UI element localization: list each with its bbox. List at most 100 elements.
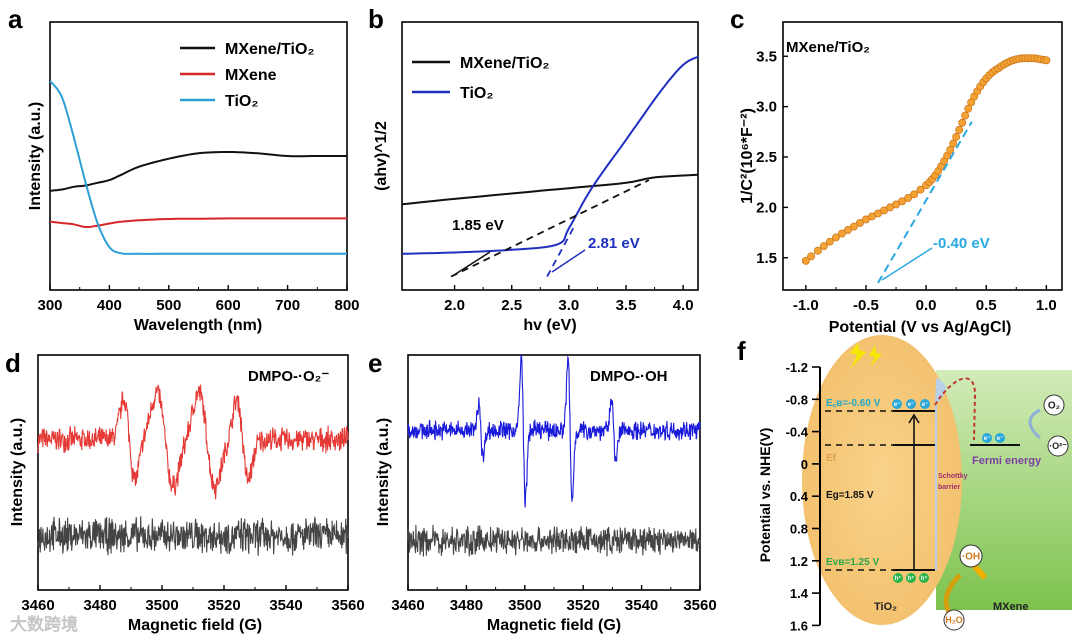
e-xtick-label: 3500	[508, 597, 541, 614]
f-ytick-label: -1.2	[786, 360, 808, 375]
f-electron	[906, 399, 916, 409]
c-data-point	[1042, 56, 1051, 65]
c-data-point	[961, 111, 970, 120]
f-hole-text: h⁺	[921, 575, 928, 582]
c-data-point	[916, 185, 925, 194]
f-ytick-label: 1.6	[790, 618, 808, 633]
f-ef-label: Ef	[826, 453, 837, 464]
a-xtick-label: 600	[216, 297, 241, 314]
c-data-point	[952, 132, 961, 141]
f-ytick-label: 1.2	[790, 554, 808, 569]
c-ylabel: 1/C²(10⁶*F⁻²)	[739, 108, 756, 204]
a-xtick-label: 500	[156, 297, 181, 314]
c-data-point	[856, 218, 864, 227]
c-data-point	[831, 233, 840, 242]
d-xtick-label: 3500	[145, 597, 178, 614]
b-series-line	[401, 55, 699, 255]
e-plot-frame	[407, 354, 701, 591]
d-spectrum-line	[37, 384, 349, 500]
d-label: DMPO-·O₂⁻	[248, 368, 329, 385]
f-electron	[920, 399, 930, 409]
a-xtick-label: 800	[334, 297, 359, 314]
c-data-point	[964, 104, 973, 113]
f-electron-transfer-arrow	[934, 377, 977, 441]
panel-letter-f: f	[737, 336, 746, 366]
e-xlabel: Magnetic field (G)	[487, 617, 621, 634]
c-annotation: -0.40 eV	[933, 235, 990, 252]
b-xtick-label: 2.0	[444, 297, 465, 314]
f-ytick-label: 0.8	[790, 522, 808, 537]
f-o2-bubble	[1043, 394, 1065, 416]
f-electron	[995, 433, 1005, 443]
d-xtick-label: 3520	[207, 597, 240, 614]
f-fermi-label: Fermi energy	[972, 455, 1042, 467]
c-ytick-label: 1.5	[756, 250, 777, 267]
tio2-ellipse	[802, 335, 962, 625]
c-tangent-line	[877, 121, 973, 284]
panel-letter-d: d	[5, 348, 21, 378]
f-ytick-label: 1.4	[790, 586, 809, 601]
band-diagram	[802, 335, 1072, 625]
c-data-point	[801, 256, 810, 265]
f-arrowhead-icon	[908, 413, 920, 424]
b-xlabel: hv (eV)	[523, 317, 576, 334]
f-evb-label: Eᴠʙ=1.25 V	[826, 557, 879, 568]
a-legend-label: MXene	[225, 67, 277, 84]
f-h2o-bubble	[943, 609, 965, 631]
a-series-line	[49, 80, 347, 255]
b-series-line	[401, 173, 699, 206]
a-xtick-label: 400	[97, 297, 122, 314]
a-xtick-label: 700	[275, 297, 300, 314]
f-electron	[982, 433, 992, 443]
f-electron-text: e⁻	[922, 402, 929, 408]
panel-letter-e: e	[368, 348, 382, 378]
f-o2-bubble-text: O₂	[1048, 401, 1060, 412]
f-h2o-bubble-text: H₂O	[945, 615, 963, 625]
f-barrier-label: barrier	[938, 484, 960, 491]
a-series-line	[49, 217, 347, 228]
f-hole	[919, 573, 929, 583]
b-arrow-blue	[551, 249, 586, 273]
a-xlabel: Wavelength (nm)	[134, 317, 262, 334]
e-xtick-label: 3460	[391, 597, 424, 614]
c-ytick-label: 3.5	[756, 48, 777, 65]
f-electron	[892, 399, 902, 409]
c-data-point	[807, 252, 816, 261]
c-data-point	[910, 190, 919, 199]
c-plot-frame	[782, 21, 1063, 291]
c-data-point	[955, 125, 964, 134]
b-annotation-blue: 2.81 eV	[588, 235, 640, 252]
panel-letter-b: b	[368, 4, 384, 34]
b-legend-label: MXene/TiO₂	[460, 55, 550, 72]
b-tangent-line	[450, 179, 650, 278]
e-ylabel: Intensity (a.u.)	[375, 418, 392, 526]
b-arrow-black	[453, 251, 491, 276]
f-hole	[893, 573, 903, 583]
f-schottky-label: Schottky	[938, 473, 968, 480]
f-electron-text: e⁻	[908, 402, 915, 408]
f-electron-text: e⁻	[984, 436, 991, 442]
d-xtick-label: 3480	[83, 597, 116, 614]
f-ytick-label: -0.4	[786, 425, 809, 440]
c-ytick-label: 2.0	[756, 199, 777, 216]
f-reduction-arrow	[1028, 408, 1042, 440]
e-label: DMPO-·OH	[590, 368, 668, 385]
f-ytick-label: -0.8	[786, 392, 808, 407]
f-o2-radical-bubble-text: ·O²⁻	[1049, 441, 1067, 451]
panel-letter-c: c	[730, 4, 744, 34]
c-xtick-label: 1.0	[1036, 297, 1057, 314]
e-spectrum-line	[407, 354, 701, 508]
d-spectrum-line	[37, 515, 349, 556]
f-hole-text: h⁺	[895, 575, 902, 582]
b-annotation-black: 1.85 eV	[452, 217, 504, 234]
a-series-line	[49, 151, 347, 192]
b-xtick-label: 3.0	[558, 297, 579, 314]
e-xtick-label: 3520	[567, 597, 600, 614]
f-ytick-label: 0.4	[790, 489, 809, 504]
b-legend-label: TiO₂	[460, 85, 493, 102]
f-oh-bubble	[959, 544, 983, 568]
a-xtick-label: 300	[37, 297, 62, 314]
f-ylabel: Potential vs. NHE(V)	[757, 428, 773, 563]
c-data-point	[850, 222, 858, 231]
